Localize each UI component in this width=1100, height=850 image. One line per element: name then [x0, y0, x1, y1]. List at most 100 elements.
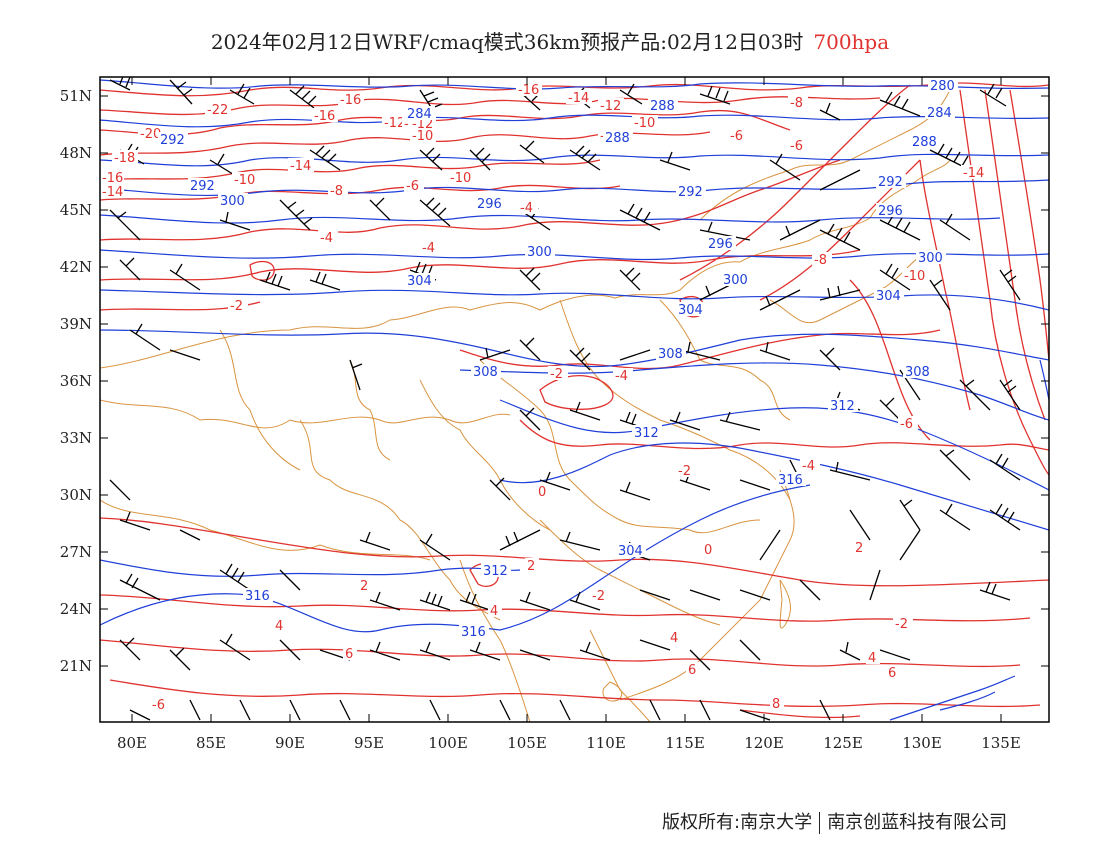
temperature-labels: -22 -20 -18 -16 -14 -16 -12 -10 -16 -14 …: [100, 82, 987, 713]
temp-label: -2: [230, 299, 243, 314]
temp-label: -12: [384, 116, 405, 131]
temp-label: -4: [802, 459, 815, 474]
lat-label: 45N: [60, 201, 92, 219]
height-contours: [100, 79, 1049, 721]
lat-label: 30N: [60, 486, 92, 504]
temp-label: 8: [772, 697, 780, 712]
map-title: 2024年02月12日WRF/cmaq模式36km预报产品:02月12日03时 7…: [0, 26, 1100, 55]
lon-label: 85E: [196, 734, 226, 752]
temp-label: -10: [412, 129, 433, 144]
lon-label: 120E: [744, 734, 784, 752]
lon-label: 115E: [665, 734, 705, 752]
height-label: 296: [878, 204, 903, 219]
temp-label: -8: [814, 253, 827, 268]
temp-label: -12: [412, 117, 433, 132]
wind-barbs: [109, 77, 1021, 721]
temp-label: -14: [963, 166, 984, 181]
height-label: 300: [918, 251, 943, 266]
temp-label: 4: [490, 604, 498, 619]
height-labels: 280 284 288 292 296 300 292 296 300 304 …: [158, 78, 958, 640]
lat-label: 42N: [60, 258, 92, 276]
temp-label: -14: [568, 91, 589, 106]
map-plot-area: -22 -20 -18 -16 -14 -16 -12 -10 -16 -14 …: [100, 77, 1049, 722]
temp-label: 0: [538, 485, 546, 500]
temp-label: -6: [790, 139, 803, 154]
height-label: 300: [527, 245, 552, 260]
height-label: 300: [220, 194, 245, 209]
lat-label: 36N: [60, 372, 92, 390]
lat-label: 24N: [60, 600, 92, 618]
height-label: 316: [461, 625, 486, 640]
lon-label: 105E: [507, 734, 547, 752]
temp-label: 2: [855, 541, 863, 556]
lon-label: 100E: [428, 734, 468, 752]
temp-label: -10: [234, 173, 255, 188]
lat-label: 39N: [60, 315, 92, 333]
latitude-axis: 51N 48N 45N 42N 39N 36N 33N 30N 27N 24N …: [60, 87, 1049, 675]
height-label: 304: [678, 303, 703, 318]
height-label: 312: [634, 426, 659, 441]
temp-label: -20: [140, 127, 161, 142]
temp-label: 6: [888, 666, 896, 681]
temp-label: -4: [422, 241, 435, 256]
lat-label: 27N: [60, 543, 92, 561]
temp-label: -14: [102, 185, 123, 200]
height-label: 312: [830, 399, 855, 414]
copyright-text: 版权所有:南京大学: [662, 812, 813, 833]
temp-label: 6: [688, 663, 696, 678]
lon-label: 130E: [902, 734, 942, 752]
lon-label: 95E: [354, 734, 384, 752]
height-label: 288: [912, 135, 937, 150]
height-label: 312: [483, 564, 508, 579]
temp-label: -22: [207, 103, 228, 118]
temp-label: -8: [330, 184, 343, 199]
temp-label: -16: [518, 83, 539, 98]
temp-label: -2: [592, 589, 605, 604]
temp-label: 2: [527, 559, 535, 574]
temp-label: -16: [102, 171, 123, 186]
footer-credits: 版权所有:南京大学 南京创蓝科技有限公司: [662, 808, 1007, 834]
temp-label: 6: [345, 647, 353, 662]
temp-label: -10: [450, 171, 471, 186]
height-label: 296: [477, 197, 502, 212]
lat-label: 51N: [60, 87, 92, 105]
height-label: 288: [605, 131, 630, 146]
height-label: 292: [678, 185, 703, 200]
temp-label: -10: [904, 269, 925, 284]
temp-label: -4: [520, 201, 533, 216]
lat-label: 21N: [60, 657, 92, 675]
height-label: 308: [658, 347, 683, 362]
height-label: 304: [876, 289, 901, 304]
temp-label: -6: [900, 417, 913, 432]
lon-label: 80E: [117, 734, 147, 752]
height-label: 292: [160, 133, 185, 148]
pressure-level: 700hpa: [813, 30, 890, 54]
lon-label: 135E: [981, 734, 1021, 752]
height-label: 284: [927, 106, 952, 121]
height-label: 308: [905, 365, 930, 380]
company-text: 南京创蓝科技有限公司: [827, 812, 1008, 833]
lon-label: 90E: [275, 734, 305, 752]
temp-label: -6: [152, 698, 165, 713]
temp-label: -2: [678, 464, 691, 479]
temp-label: -8: [790, 96, 803, 111]
temp-label: -6: [406, 179, 419, 194]
height-label: 316: [245, 589, 270, 604]
height-label: 292: [878, 175, 903, 190]
lat-label: 48N: [60, 144, 92, 162]
height-label: 284: [407, 107, 432, 122]
height-label: 288: [650, 99, 675, 114]
temp-label: -18: [114, 151, 135, 166]
temp-label: -12: [600, 99, 621, 114]
longitude-axis: 80E 85E 90E 95E 100E 105E 110E 115E 120E…: [117, 77, 1021, 752]
temp-label: -16: [314, 109, 335, 124]
height-label: 316: [778, 473, 803, 488]
title-text: 2024年02月12日WRF/cmaq模式36km预报产品:02月12日03时: [210, 30, 804, 54]
height-label: 308: [473, 365, 498, 380]
lon-label: 125E: [823, 734, 863, 752]
height-label: 300: [723, 273, 748, 288]
temp-label: -2: [550, 367, 563, 382]
temp-label: 4: [868, 651, 876, 666]
height-label: 280: [930, 79, 955, 94]
